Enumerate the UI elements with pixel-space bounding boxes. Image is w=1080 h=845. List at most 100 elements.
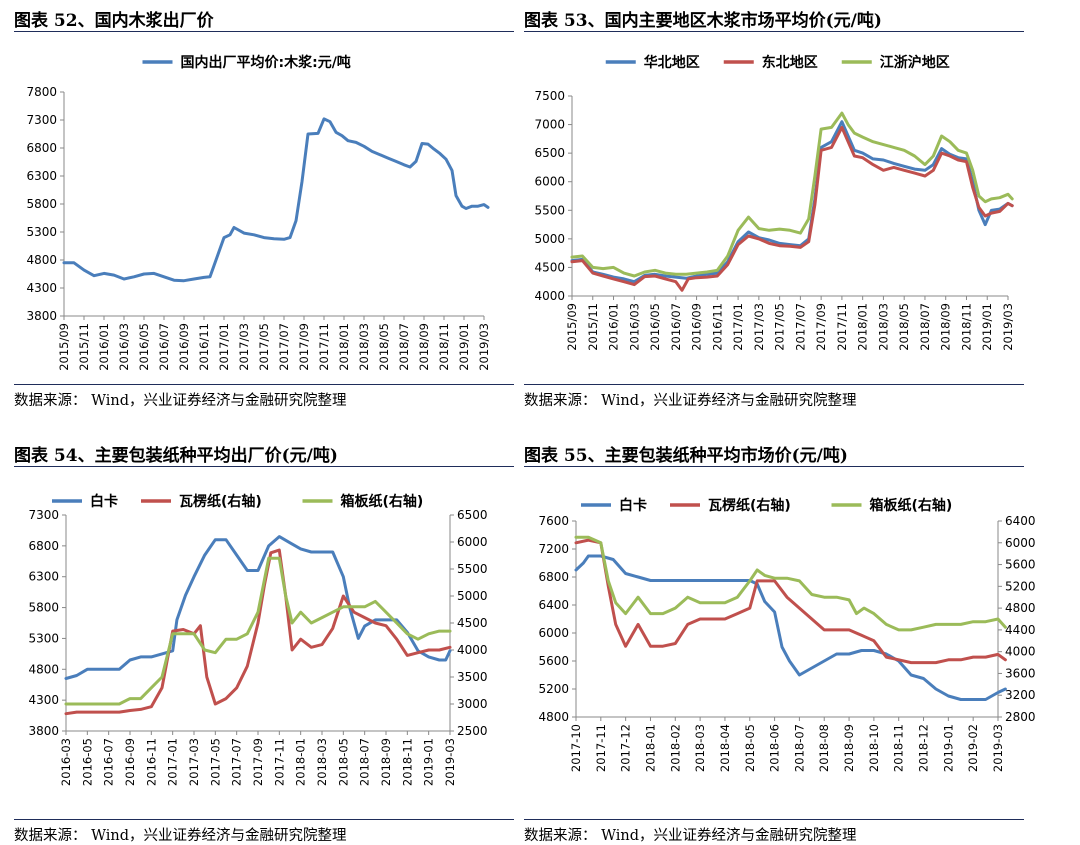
x-tick-label: 2016/07 bbox=[669, 303, 683, 351]
x-tick-label: 2017/05 bbox=[257, 323, 271, 371]
x-tick-label: 2016/01 bbox=[607, 303, 621, 351]
series-line bbox=[64, 535, 452, 680]
x-tick-label: 2018-09 bbox=[842, 724, 856, 772]
x-tick-label: 2018/11 bbox=[959, 303, 973, 351]
panel-regional-pulp-price: 图表 53、国内主要地区木浆市场平均价(元/吨) 4000 4500 5000 550… bbox=[516, 2, 1036, 409]
title-rule bbox=[14, 466, 514, 467]
x-tick-label: 2017-11 bbox=[272, 738, 286, 786]
y2-tick-label: 4000 bbox=[1005, 645, 1036, 659]
legend-label: 箱板纸(右轴) bbox=[870, 497, 953, 514]
x-tick-label: 2016-09 bbox=[123, 738, 137, 786]
chart-packaging-factory-price: 3800 4300 4800 5300 5800 6300 6800 7300 2500 3000… bbox=[28, 493, 488, 786]
x-tick-label: 2018-11 bbox=[400, 738, 414, 786]
x-tick-label: 2018/07 bbox=[918, 303, 932, 351]
y2-tick-label: 4800 bbox=[1005, 601, 1036, 615]
x-tick-label: 2018-03 bbox=[315, 738, 329, 786]
chart-title: 图表 54、主要包装纸种平均出厂价(元/吨) bbox=[14, 446, 338, 466]
legend-label: 瓦楞纸(右轴) bbox=[708, 497, 791, 514]
x-tick-label: 2019-03 bbox=[443, 738, 457, 786]
x-tick-label: 2018-05 bbox=[336, 738, 350, 786]
x-tick-label: 2019-01 bbox=[941, 724, 955, 772]
y-tick-label: 6800 bbox=[26, 141, 57, 155]
x-tick-label: 2017-05 bbox=[208, 738, 222, 786]
y-tick-label: 7300 bbox=[26, 113, 57, 127]
x-tick-label: 2015/11 bbox=[77, 323, 91, 371]
y-tick-label: 4800 bbox=[26, 253, 57, 267]
y2-tick-label: 6000 bbox=[457, 535, 488, 549]
x-tick-label: 2018/01 bbox=[337, 323, 351, 371]
x-tick-label: 2016/07 bbox=[157, 323, 171, 371]
y2-tick-label: 4000 bbox=[457, 643, 488, 657]
x-tick-label: 2018/05 bbox=[897, 303, 911, 351]
y2-tick-label: 3000 bbox=[457, 697, 488, 711]
x-tick-label: 2018-07 bbox=[792, 724, 806, 772]
series-line bbox=[570, 120, 1014, 284]
x-tick-label: 2019/03 bbox=[477, 323, 491, 371]
y-tick-label: 5200 bbox=[538, 682, 569, 696]
legend-label: 东北地区 bbox=[762, 54, 818, 71]
y-tick-label: 7000 bbox=[534, 118, 565, 132]
y-tick-label: 4500 bbox=[534, 260, 565, 274]
x-tick-label: 2018-06 bbox=[768, 724, 782, 772]
y-tick-label: 7300 bbox=[28, 508, 59, 522]
x-tick-label: 2018-07 bbox=[358, 738, 372, 786]
x-tick-label: 2016-11 bbox=[144, 738, 158, 786]
y-tick-label: 5500 bbox=[534, 203, 565, 217]
x-tick-label: 2017/01 bbox=[731, 303, 745, 351]
x-tick-label: 2017-03 bbox=[187, 738, 201, 786]
x-tick-label: 2018-01 bbox=[643, 724, 657, 772]
y-tick-label: 6800 bbox=[28, 539, 59, 553]
x-tick-label: 2017-10 bbox=[569, 724, 583, 772]
y-tick-label: 5000 bbox=[534, 232, 565, 246]
y2-tick-label: 3600 bbox=[1005, 666, 1036, 680]
x-tick-label: 2018/05 bbox=[377, 323, 391, 371]
legend-label: 国内出厂平均价:木浆:元/吨 bbox=[181, 54, 351, 71]
y-tick-label: 7200 bbox=[538, 542, 569, 556]
series-line bbox=[64, 548, 452, 716]
chart-regional-pulp-price: 4000 4500 5000 5500 6000 6500 7000 7500 2015/09 2… bbox=[534, 54, 1015, 351]
y-tick-label: 4800 bbox=[538, 710, 569, 724]
y-tick-label: 7800 bbox=[26, 85, 57, 99]
x-tick-label: 2018/01 bbox=[856, 303, 870, 351]
x-tick-label: 2018/11 bbox=[437, 323, 451, 371]
x-tick-label: 2017/03 bbox=[237, 323, 251, 371]
x-tick-label: 2019/01 bbox=[980, 303, 994, 351]
y2-tick-label: 6000 bbox=[1005, 536, 1036, 550]
x-tick-label: 2015/09 bbox=[565, 303, 579, 351]
chart-pulp-factory-price: 3800 4300 4800 5300 5800 6300 6800 7300 7800 2015… bbox=[26, 54, 491, 371]
y2-tick-label: 5000 bbox=[457, 589, 488, 603]
x-tick-label: 2017/05 bbox=[773, 303, 787, 351]
y-tick-label: 6800 bbox=[538, 570, 569, 584]
x-tick-label: 2019/01 bbox=[457, 323, 471, 371]
y-tick-label: 5300 bbox=[28, 631, 59, 645]
x-tick-label: 2015/11 bbox=[586, 303, 600, 351]
x-tick-label: 2016/03 bbox=[117, 323, 131, 371]
series-line bbox=[62, 117, 490, 283]
x-tick-label: 2017/03 bbox=[752, 303, 766, 351]
data-source-note: 数据来源： Wind，兴业证券经济与金融研究院整理 bbox=[14, 393, 347, 409]
y2-tick-label: 4500 bbox=[457, 616, 488, 630]
x-tick-label: 2016/03 bbox=[627, 303, 641, 351]
legend-label: 瓦楞纸(右轴) bbox=[179, 493, 262, 510]
y2-tick-label: 5500 bbox=[457, 562, 488, 576]
y-tick-label: 7600 bbox=[538, 514, 569, 528]
x-tick-label: 2018/07 bbox=[397, 323, 411, 371]
x-tick-label: 2016-05 bbox=[80, 738, 94, 786]
source-rule bbox=[524, 384, 1024, 385]
x-tick-label: 2016/05 bbox=[137, 323, 151, 371]
x-tick-label: 2015/09 bbox=[57, 323, 71, 371]
panel-pulp-factory-price: 图表 52、国内木浆出厂价 3800 4300 4800 5300 5800 6300 68… bbox=[6, 2, 526, 409]
x-tick-label: 2016/09 bbox=[177, 323, 191, 371]
series-line bbox=[574, 535, 1007, 632]
y2-tick-label: 6500 bbox=[457, 508, 488, 522]
title-rule bbox=[14, 31, 514, 32]
y2-tick-label: 5600 bbox=[1005, 558, 1036, 572]
x-tick-label: 2016/05 bbox=[648, 303, 662, 351]
data-source-note: 数据来源： Wind，兴业证券经济与金融研究院整理 bbox=[524, 393, 857, 409]
panel-packaging-factory-price: 图表 54、主要包装纸种平均出厂价(元/吨) 3800 4300 4800 5300 5… bbox=[6, 437, 526, 844]
y-tick-label: 3800 bbox=[28, 724, 59, 738]
series-line bbox=[570, 111, 1014, 278]
source-rule bbox=[14, 819, 514, 820]
y-tick-label: 4300 bbox=[28, 693, 59, 707]
y-tick-label: 7500 bbox=[534, 89, 565, 103]
